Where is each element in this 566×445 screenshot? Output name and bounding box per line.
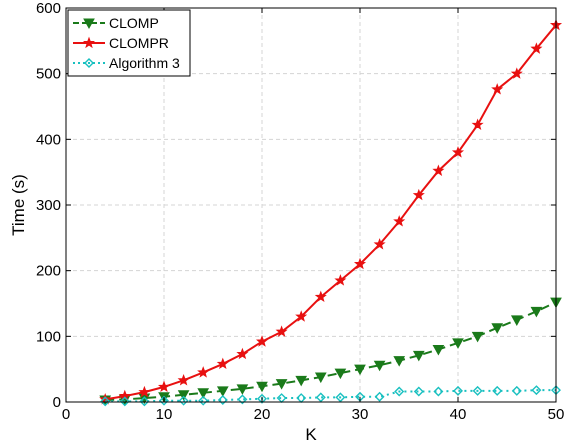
y-tick-label: 300 — [36, 197, 61, 214]
data-point — [197, 366, 210, 378]
data-point — [275, 325, 288, 337]
data-point — [374, 391, 385, 402]
data-point — [373, 238, 386, 250]
series-line — [105, 24, 557, 401]
data-point — [237, 394, 248, 405]
data-point — [491, 323, 504, 334]
x-tick-label: 40 — [450, 406, 467, 423]
data-point — [335, 392, 346, 403]
data-point — [353, 257, 367, 270]
data-point — [413, 386, 424, 397]
legend-label: Algorithm 3 — [109, 55, 180, 71]
data-point — [100, 396, 111, 407]
data-point — [178, 395, 189, 406]
data-point — [177, 390, 190, 401]
data-point — [177, 373, 190, 386]
data-point — [295, 310, 308, 322]
data-point — [471, 331, 484, 343]
x-tick-label: 50 — [548, 406, 565, 423]
x-tick-label: 30 — [352, 406, 369, 423]
data-point — [257, 393, 267, 404]
data-point — [530, 42, 543, 54]
data-point — [433, 386, 444, 397]
data-point — [314, 290, 327, 303]
data-point — [472, 385, 483, 396]
legend-marker — [83, 18, 95, 30]
data-point — [492, 385, 503, 396]
data-point — [138, 385, 151, 398]
data-point — [510, 67, 523, 79]
data-point — [334, 368, 347, 380]
data-point — [236, 347, 249, 360]
y-axis-title: Time (s) — [9, 174, 28, 236]
legend-marker — [82, 36, 96, 49]
data-point — [276, 393, 287, 404]
legend-label: CLOMP — [109, 15, 159, 31]
data-point — [216, 386, 229, 397]
legend-marker — [84, 58, 94, 68]
x-tick-label: 20 — [254, 406, 271, 423]
data-point — [393, 356, 406, 367]
legend-item: CLOMP — [73, 15, 159, 31]
data-point — [511, 385, 522, 396]
legend-item: Algorithm 3 — [73, 55, 180, 71]
series-line — [105, 301, 557, 402]
legend: CLOMP CLOMPR Algorithm 3 — [67, 9, 191, 77]
data-point — [216, 357, 229, 370]
y-tick-label: 400 — [36, 131, 61, 148]
data-point — [373, 360, 386, 372]
data-point — [334, 274, 347, 286]
data-point — [451, 146, 465, 158]
data-point — [510, 315, 523, 326]
data-point — [432, 164, 445, 176]
data-point — [197, 388, 210, 399]
data-point — [412, 350, 425, 362]
series-clomp — [99, 297, 562, 407]
data-point — [314, 372, 327, 384]
data-point — [255, 335, 269, 347]
legend-item: CLOMPR — [73, 35, 169, 51]
y-tick-label: 0 — [53, 394, 61, 411]
data-point — [275, 379, 288, 390]
data-point — [217, 395, 228, 406]
data-point — [295, 375, 308, 387]
data-point — [139, 396, 150, 407]
series-group — [99, 18, 563, 407]
series-line — [105, 389, 556, 403]
data-point — [159, 395, 169, 406]
data-point — [453, 385, 463, 396]
data-point — [256, 381, 268, 393]
data-point — [393, 215, 406, 227]
legend-label: CLOMPR — [109, 35, 169, 51]
data-point — [119, 396, 130, 407]
y-tick-label: 100 — [36, 328, 61, 345]
data-point — [354, 364, 366, 376]
data-point — [198, 395, 209, 406]
x-axis-title: K — [305, 425, 317, 444]
y-tick-label: 500 — [36, 66, 61, 83]
data-point — [531, 385, 542, 396]
data-point — [412, 188, 425, 201]
data-point — [157, 380, 171, 393]
data-point — [530, 306, 543, 318]
x-tick-label: 0 — [62, 406, 70, 423]
data-point — [432, 344, 445, 356]
data-point — [491, 83, 504, 95]
series-clompr — [99, 18, 563, 405]
data-point — [452, 338, 464, 349]
data-point — [236, 384, 249, 395]
data-point — [471, 118, 484, 131]
y-tick-label: 600 — [36, 0, 61, 17]
data-point — [394, 386, 405, 397]
y-tick-label: 200 — [36, 263, 61, 280]
data-point — [315, 392, 326, 403]
x-tick-label: 10 — [156, 406, 173, 423]
